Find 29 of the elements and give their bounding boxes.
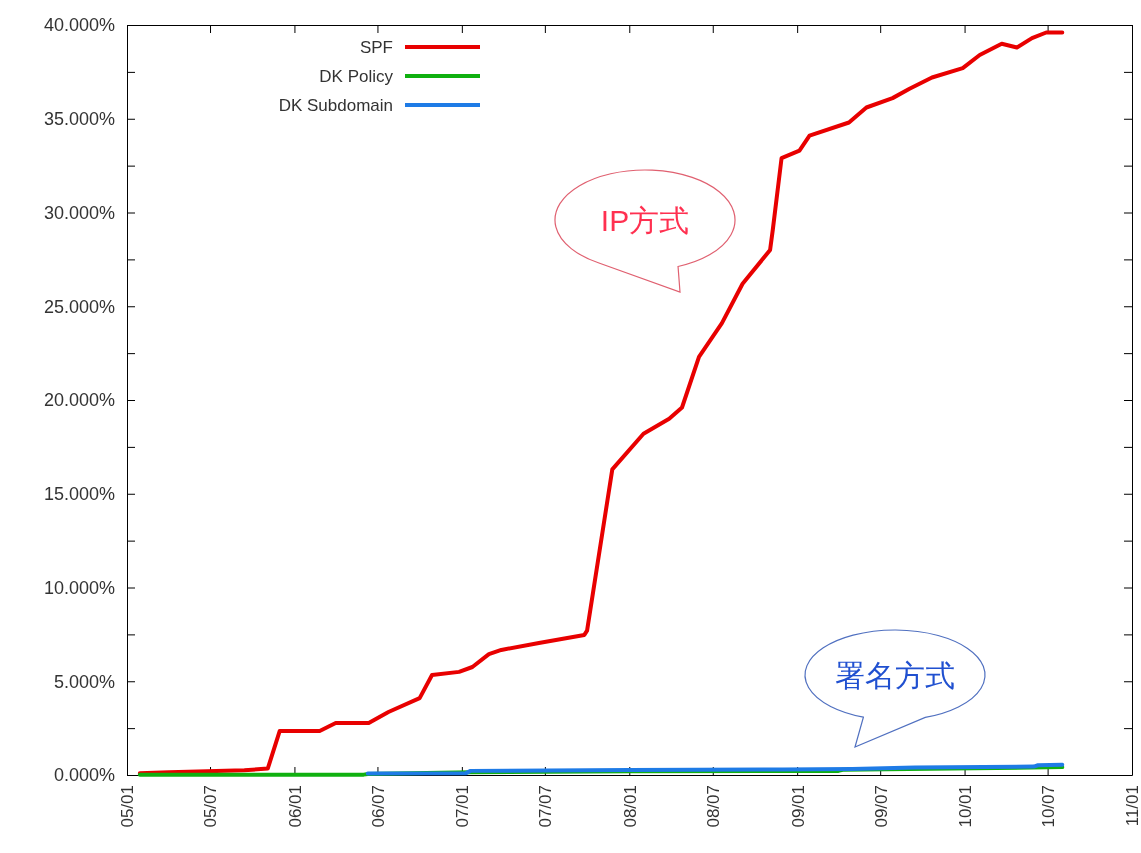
x-tick-label: 07/07 (536, 785, 556, 828)
y-tick-label: 5.000% (53, 671, 115, 692)
x-tick-label: 10/07 (1039, 785, 1059, 828)
x-tick-label: 05/01 (118, 785, 138, 828)
x-tick-label: 08/07 (704, 785, 724, 828)
x-tick-label: 06/01 (285, 785, 305, 828)
x-tick-label: 11/01 (1123, 785, 1141, 827)
annotation: IP方式 (600, 203, 690, 237)
y-tick-label: 25.000% (43, 296, 115, 317)
line-series (365, 762, 1065, 776)
legend-label: SPF (359, 37, 393, 57)
x-tick-label: 09/07 (871, 785, 891, 828)
y-tick-label: 15.000% (43, 484, 115, 505)
x-tick-label: 05/07 (201, 785, 221, 828)
y-tick-label: 20.000% (43, 390, 115, 411)
y-tick-label: 30.000% (43, 202, 115, 223)
y-tick-label: 40.000% (43, 15, 115, 36)
x-tick-label: 10/01 (956, 785, 976, 828)
x-tick-label: 07/01 (453, 785, 473, 828)
legend-label: DK Subdomain (278, 95, 393, 115)
y-tick-label: 0.000% (53, 765, 115, 786)
x-tick-label: 08/01 (620, 785, 640, 828)
line-series (137, 30, 1065, 776)
x-tick-label: 09/01 (788, 785, 808, 828)
y-tick-label: 35.000% (43, 109, 115, 130)
legend-label: DK Policy (319, 66, 394, 86)
annotation: 署名方式 (835, 658, 955, 692)
x-tick-label: 06/07 (368, 785, 388, 828)
y-tick-label: 10.000% (43, 577, 115, 598)
